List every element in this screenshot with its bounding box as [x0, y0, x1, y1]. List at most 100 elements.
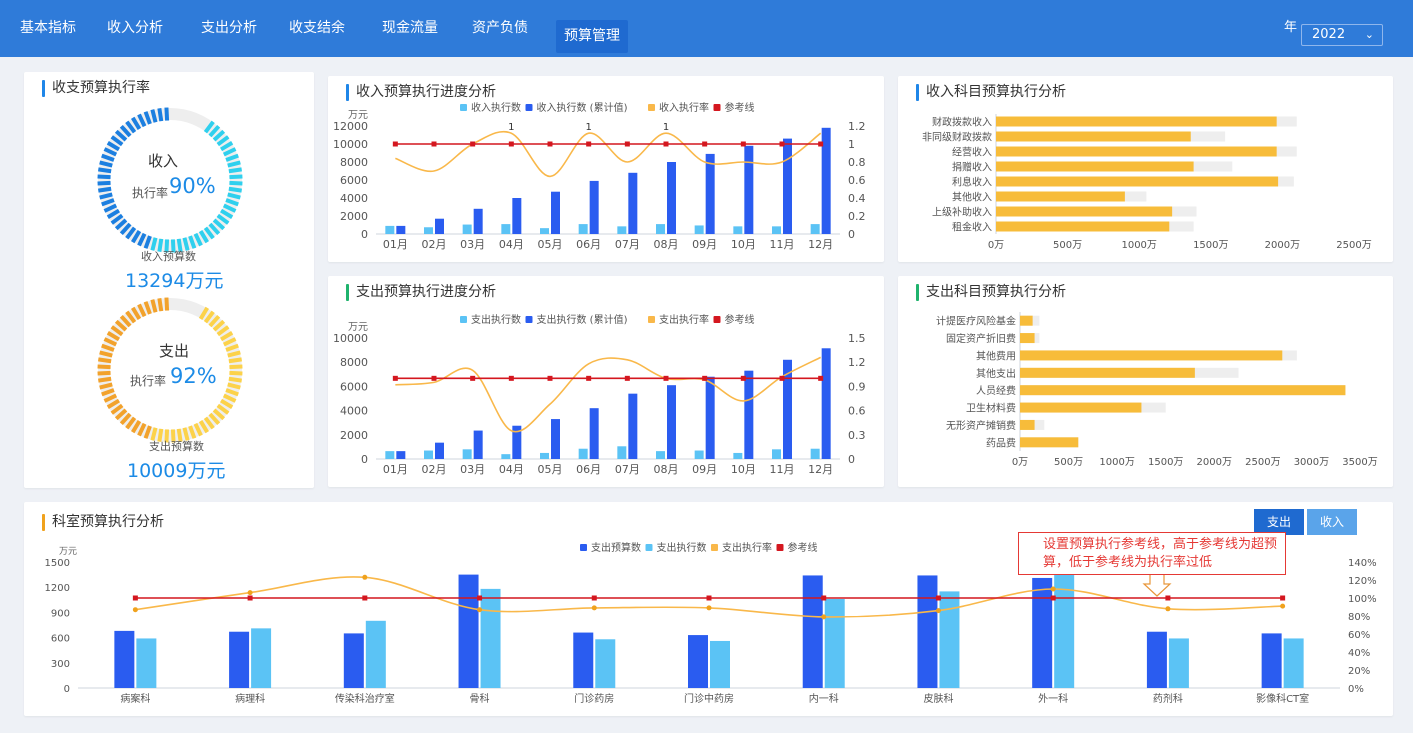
y-axis-tick: 药品费	[986, 436, 1016, 449]
bar	[744, 145, 754, 234]
reference-point	[740, 141, 746, 147]
y-axis-left-tick: 2000	[340, 210, 368, 223]
legend-label: 收入执行率	[659, 101, 709, 114]
reference-point	[779, 375, 785, 381]
reference-point	[663, 141, 669, 147]
year-value: 2022	[1312, 27, 1346, 42]
y-axis-left-tick: 300	[51, 659, 70, 670]
y-axis-left-tick: 10000	[333, 332, 368, 345]
y-axis-tick: 利息收入	[952, 176, 992, 189]
reference-point	[431, 375, 437, 381]
ring-segment	[137, 422, 147, 437]
ring-segment	[157, 428, 164, 443]
ring-segment	[97, 364, 111, 370]
x-axis-tick: 骨科	[470, 692, 490, 705]
income-progress-panel: 收入预算执行进度分析 0 2000 4000 6000 8000 10000 12000 0 0…	[328, 76, 884, 262]
panel-title: 支出科目预算执行分析	[916, 284, 1066, 301]
expense-toggle-button[interactable]: 支出	[1254, 509, 1304, 535]
legend-label: 支出执行数 (累计值)	[537, 313, 628, 326]
y-axis-right-tick: 0.4	[848, 192, 866, 205]
executed-bar	[1020, 350, 1283, 361]
y-axis-left-tick: 0	[64, 684, 70, 695]
reference-point	[935, 595, 941, 601]
ring-segment	[157, 238, 164, 253]
bar	[1261, 633, 1282, 688]
ring-segment	[101, 388, 115, 397]
y-axis-left-tick: 600	[51, 634, 70, 645]
y-axis-left-tick: 6000	[340, 174, 368, 187]
y-axis-right-tick: 140%	[1348, 558, 1377, 569]
nav-basic-indicators[interactable]: 基本指标	[20, 20, 76, 36]
ring-segment	[182, 427, 190, 441]
y-axis-unit: 万元	[348, 322, 368, 333]
ring-segment	[131, 420, 142, 434]
y-axis-left-tick: 900	[51, 608, 70, 619]
ring-segment	[229, 174, 243, 180]
ring-segment	[225, 388, 239, 397]
bar	[656, 224, 665, 234]
nav-income-expense-balance[interactable]: 收支结余	[289, 20, 345, 36]
ring-segment	[137, 113, 147, 128]
x-axis-tick: 04月	[499, 463, 524, 476]
bar	[578, 448, 588, 459]
bar	[462, 449, 472, 459]
legend-swatch	[776, 544, 784, 551]
reference-point	[392, 375, 398, 381]
nav-assets-liabilities[interactable]: 资产负债	[472, 20, 528, 36]
x-axis-tick: 门诊中药房	[684, 692, 734, 705]
y-axis-right-tick: 1.2	[848, 356, 866, 369]
bar	[396, 451, 406, 459]
bar	[667, 162, 676, 234]
legend-label: 参考线	[725, 101, 755, 114]
ring-segment	[110, 325, 124, 337]
reference-point	[1280, 595, 1286, 601]
ring-segment	[164, 297, 170, 311]
ring-segment	[225, 343, 239, 352]
year-select[interactable]: 2022 ⌄	[1301, 24, 1383, 46]
ring-segment	[106, 331, 120, 342]
reference-point	[663, 375, 669, 381]
ring-segment	[114, 129, 128, 142]
x-axis-tick: 06月	[576, 238, 601, 251]
ring-segment	[170, 239, 176, 253]
ring-segment	[229, 370, 243, 376]
reference-point	[362, 595, 368, 601]
ring-segment	[150, 109, 158, 123]
ring-track	[98, 298, 242, 442]
bar	[114, 630, 135, 688]
nav-income-analysis[interactable]: 收入分析	[107, 20, 163, 36]
ring-segment	[99, 192, 113, 200]
bar	[1032, 577, 1053, 688]
bar	[810, 224, 820, 234]
executed-bar	[996, 176, 1279, 187]
y-axis-left-tick: 8000	[340, 356, 368, 369]
income-progress-chart: 0 2000 4000 6000 8000 10000 12000 0 0.2 0.4 0.6 0.8…	[333, 101, 866, 251]
nav-budget-management[interactable]: 预算管理	[556, 20, 628, 53]
x-axis-tick: 病理科	[235, 692, 265, 705]
reference-point	[477, 595, 483, 601]
ring-segment	[103, 393, 118, 403]
reference-point	[508, 141, 514, 147]
reference-point	[547, 141, 553, 147]
ring-segment	[203, 120, 215, 134]
ring-segment	[137, 303, 147, 318]
ring-segment	[170, 429, 176, 443]
ring-segment	[101, 153, 115, 162]
y-axis-left-tick: 4000	[340, 405, 368, 418]
income-toggle-button[interactable]: 收入	[1307, 509, 1357, 535]
ring-segment	[216, 325, 230, 337]
executed-bar	[1020, 333, 1035, 344]
panel-title: 科室预算执行分析	[42, 514, 164, 531]
nav-expense-analysis[interactable]: 支出分析	[201, 20, 257, 36]
nav-cash-flow[interactable]: 现金流量	[382, 20, 438, 36]
bar	[589, 180, 599, 234]
bar	[628, 393, 638, 459]
rate-point	[1165, 606, 1171, 612]
y-axis-right-tick: 0.9	[848, 380, 866, 393]
reference-point	[779, 141, 785, 147]
ring-segment	[97, 174, 111, 180]
y-axis-right-tick: 0.2	[848, 210, 866, 223]
y-axis-right-tick: 1.5	[848, 332, 866, 345]
legend-swatch	[648, 316, 655, 323]
legend-swatch	[460, 316, 467, 323]
